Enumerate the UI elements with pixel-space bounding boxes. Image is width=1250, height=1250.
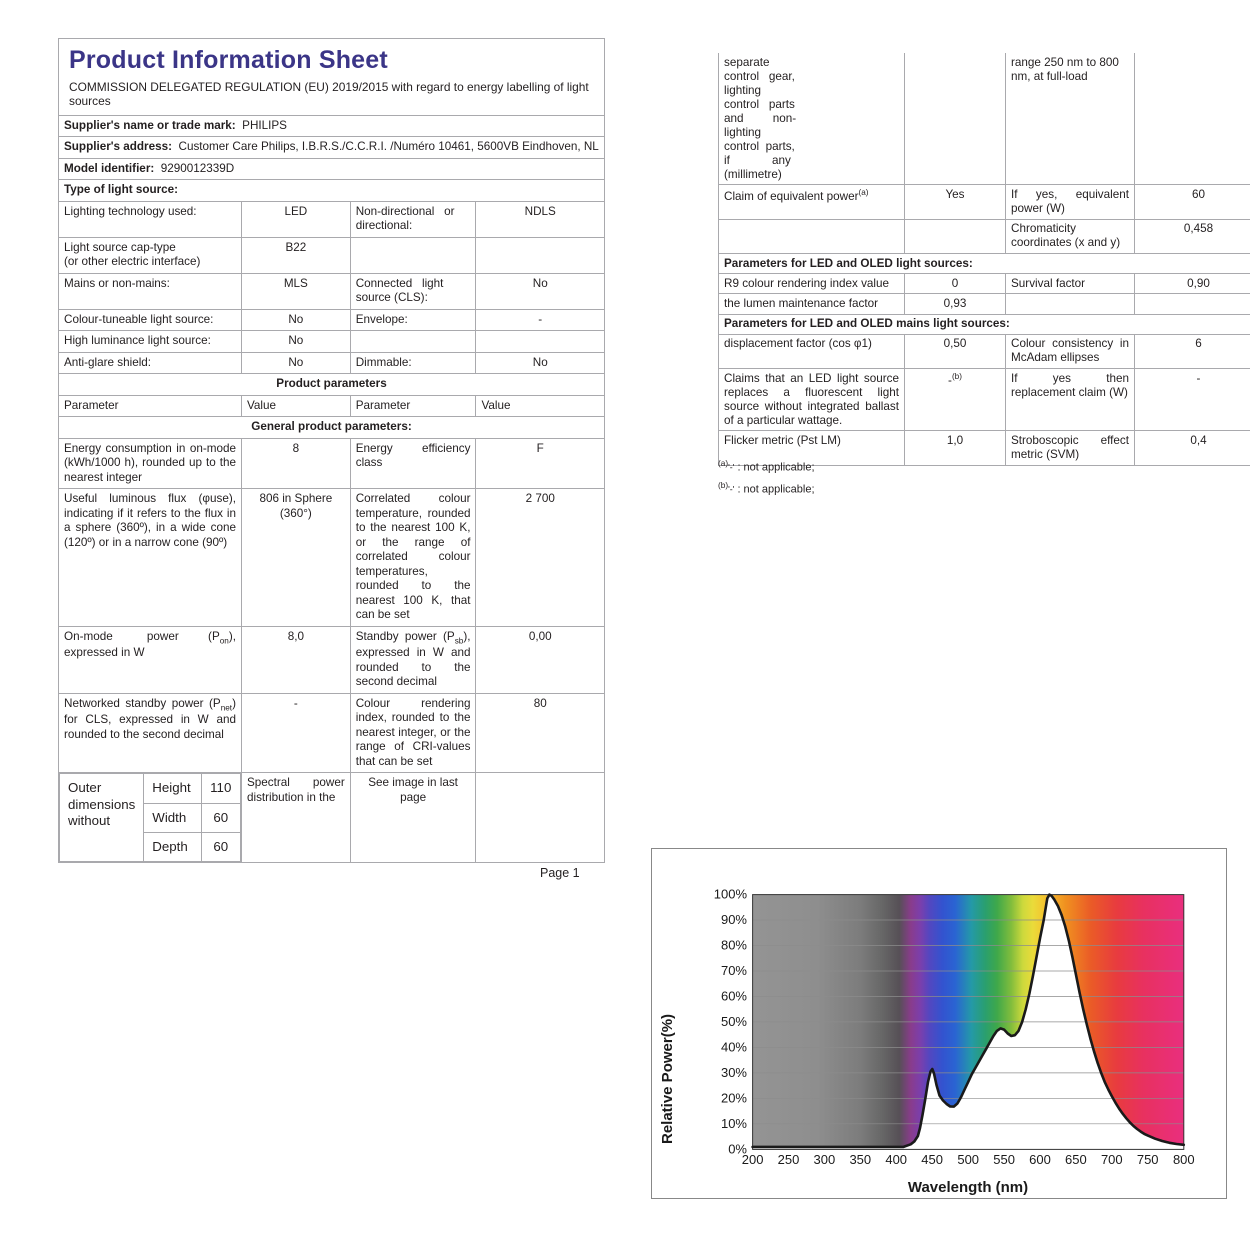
svg-text:40%: 40%: [721, 1039, 747, 1054]
svg-text:20%: 20%: [721, 1090, 747, 1105]
svg-text:350: 350: [849, 1152, 871, 1167]
svg-text:100%: 100%: [714, 887, 748, 902]
svg-text:800: 800: [1173, 1152, 1195, 1167]
svg-text:60%: 60%: [721, 988, 747, 1003]
svg-text:500: 500: [957, 1152, 979, 1167]
svg-text:400: 400: [885, 1152, 907, 1167]
svg-text:70%: 70%: [721, 963, 747, 978]
svg-text:Relative Power(%): Relative Power(%): [659, 1014, 676, 1144]
svg-text:600: 600: [1029, 1152, 1051, 1167]
svg-text:10%: 10%: [721, 1116, 747, 1131]
svg-text:700: 700: [1101, 1152, 1123, 1167]
svg-text:90%: 90%: [721, 912, 747, 927]
svg-text:Wavelength (nm): Wavelength (nm): [908, 1179, 1028, 1196]
svg-text:750: 750: [1137, 1152, 1159, 1167]
svg-text:300: 300: [814, 1152, 836, 1167]
svg-text:650: 650: [1065, 1152, 1087, 1167]
svg-text:250: 250: [778, 1152, 800, 1167]
svg-text:50%: 50%: [721, 1014, 747, 1029]
svg-text:550: 550: [993, 1152, 1015, 1167]
svg-text:450: 450: [921, 1152, 943, 1167]
svg-text:80%: 80%: [721, 938, 747, 953]
svg-text:200: 200: [742, 1152, 764, 1167]
svg-text:30%: 30%: [721, 1065, 747, 1080]
